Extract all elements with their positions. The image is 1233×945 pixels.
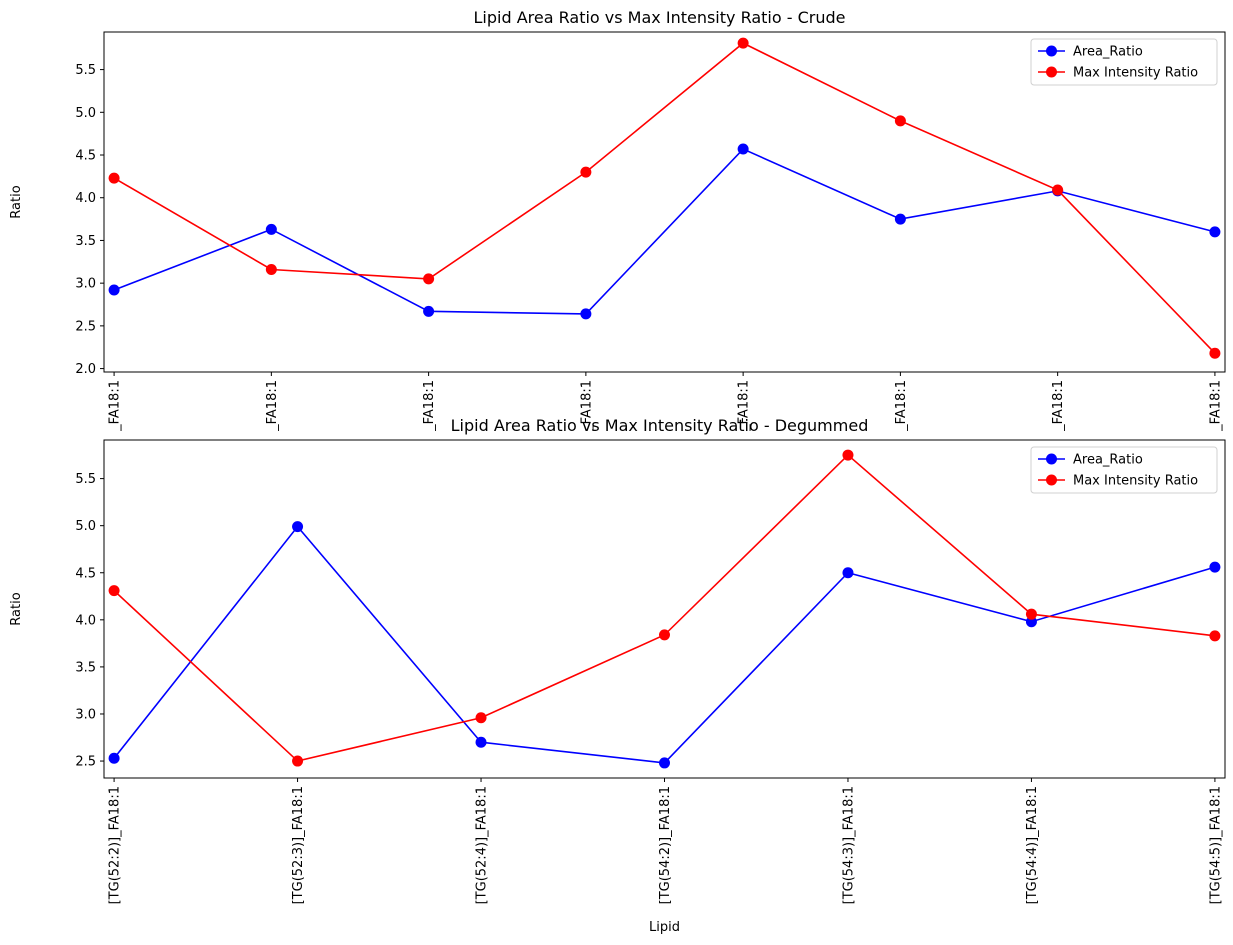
- y-axis-label: Ratio: [9, 185, 24, 218]
- legend-marker: [1046, 66, 1057, 78]
- data-point: [842, 449, 854, 461]
- x-tick-label: _FA18:1: [1051, 380, 1066, 432]
- data-point: [659, 757, 670, 769]
- y-tick-label: 5.5: [75, 472, 96, 487]
- legend: Area_Ratio Max Intensity Ratio: [1030, 446, 1218, 494]
- data-point: [842, 567, 854, 579]
- x-tick-label: _FA18:1: [894, 380, 909, 432]
- data-point: [1209, 347, 1221, 359]
- chart-title: Lipid Area Ratio vs Max Intensity Ratio …: [474, 8, 846, 27]
- data-point: [292, 521, 304, 533]
- data-point: [475, 736, 487, 748]
- data-point: [1052, 184, 1064, 196]
- y-axis-label: Ratio: [9, 592, 24, 625]
- series-area-ratio: [108, 521, 1221, 769]
- x-tick-label: _FA18:1: [265, 380, 280, 432]
- x-tick-label: _FA18:1: [579, 380, 594, 432]
- data-point: [108, 585, 120, 597]
- legend-box: [1030, 38, 1218, 86]
- x-tick-label: [TG(52:2)]_FA18:1: [108, 786, 123, 904]
- data-point: [894, 213, 906, 225]
- data-point: [265, 223, 277, 235]
- series-max-intensity-ratio: [108, 449, 1221, 767]
- y-tick-label: 5.0: [75, 106, 96, 121]
- data-point: [423, 305, 435, 317]
- legend-label: Max Intensity Ratio: [1073, 66, 1198, 81]
- data-point: [659, 629, 670, 641]
- legend-box: [1030, 446, 1218, 494]
- data-point: [737, 143, 749, 155]
- y-tick-label: 5.0: [75, 519, 96, 534]
- data-point: [1209, 561, 1221, 573]
- data-point: [292, 755, 304, 767]
- y-tick-label: 2.5: [75, 755, 96, 770]
- y-tick-label: 4.0: [75, 191, 96, 206]
- series-line: [113, 148, 1216, 315]
- x-tick-label: [TG(54:3)]_FA18:1: [841, 786, 856, 904]
- chart-panel-2: Lipid Area Ratio vs Max Intensity Ratio …: [9, 416, 1226, 935]
- data-point: [1209, 630, 1221, 642]
- series-line: [113, 525, 1216, 764]
- data-point: [580, 166, 592, 178]
- x-tick-label: [TG(54:4)]_FA18:1: [1025, 786, 1040, 904]
- data-point: [108, 752, 120, 764]
- chart-panel-1: Lipid Area Ratio vs Max Intensity Ratio …: [9, 8, 1226, 432]
- y-tick-label: 3.0: [75, 277, 96, 292]
- legend-label: Area_Ratio: [1073, 45, 1143, 60]
- x-tick-label: _FA18:1: [422, 380, 437, 432]
- y-tick-label: 2.5: [75, 319, 96, 334]
- series-line: [113, 453, 1216, 762]
- y-tick-label: 4.5: [75, 566, 96, 581]
- y-tick-label: 4.5: [75, 149, 96, 164]
- series-line: [113, 42, 1216, 354]
- x-axis-label: Lipid: [649, 920, 680, 935]
- legend: Area_Ratio Max Intensity Ratio: [1030, 38, 1218, 86]
- y-tick-label: 2.0: [75, 362, 96, 377]
- data-point: [1209, 226, 1221, 238]
- x-tick-label: [TG(54:5)]_FA18:1: [1208, 786, 1223, 904]
- data-point: [1025, 608, 1037, 620]
- data-point: [894, 115, 906, 127]
- data-point: [580, 308, 592, 320]
- y-tick-label: 3.5: [75, 234, 96, 249]
- x-tick-label: _FA18:1: [737, 380, 752, 432]
- data-point: [423, 273, 435, 285]
- data-point: [1025, 616, 1037, 628]
- legend-marker: [1046, 453, 1057, 465]
- legend-label: Max Intensity Ratio: [1073, 474, 1198, 489]
- data-point: [108, 284, 120, 296]
- chart-title: Lipid Area Ratio vs Max Intensity Ratio …: [451, 416, 869, 435]
- series-area-ratio: [108, 143, 1221, 320]
- data-point: [475, 712, 487, 724]
- series-max-intensity-ratio: [108, 37, 1221, 359]
- x-tick-label: [TG(54:2)]_FA18:1: [658, 786, 673, 904]
- data-point: [737, 37, 749, 49]
- x-tick-label: _FA18:1: [108, 380, 123, 432]
- x-tick-label: [TG(52:3)]_FA18:1: [291, 786, 306, 904]
- data-point: [108, 172, 120, 184]
- legend-marker: [1046, 45, 1057, 57]
- legend-marker: [1046, 474, 1057, 486]
- y-tick-label: 3.0: [75, 707, 96, 722]
- y-tick-label: 5.5: [75, 63, 96, 78]
- y-tick-label: 3.5: [75, 660, 96, 675]
- axes-frame: [103, 31, 1226, 373]
- x-tick-label: _FA18:1: [1208, 380, 1223, 432]
- x-tick-label: [TG(52:4)]_FA18:1: [475, 786, 490, 904]
- legend-label: Area_Ratio: [1073, 453, 1143, 468]
- data-point: [265, 263, 277, 275]
- y-tick-label: 4.0: [75, 613, 96, 628]
